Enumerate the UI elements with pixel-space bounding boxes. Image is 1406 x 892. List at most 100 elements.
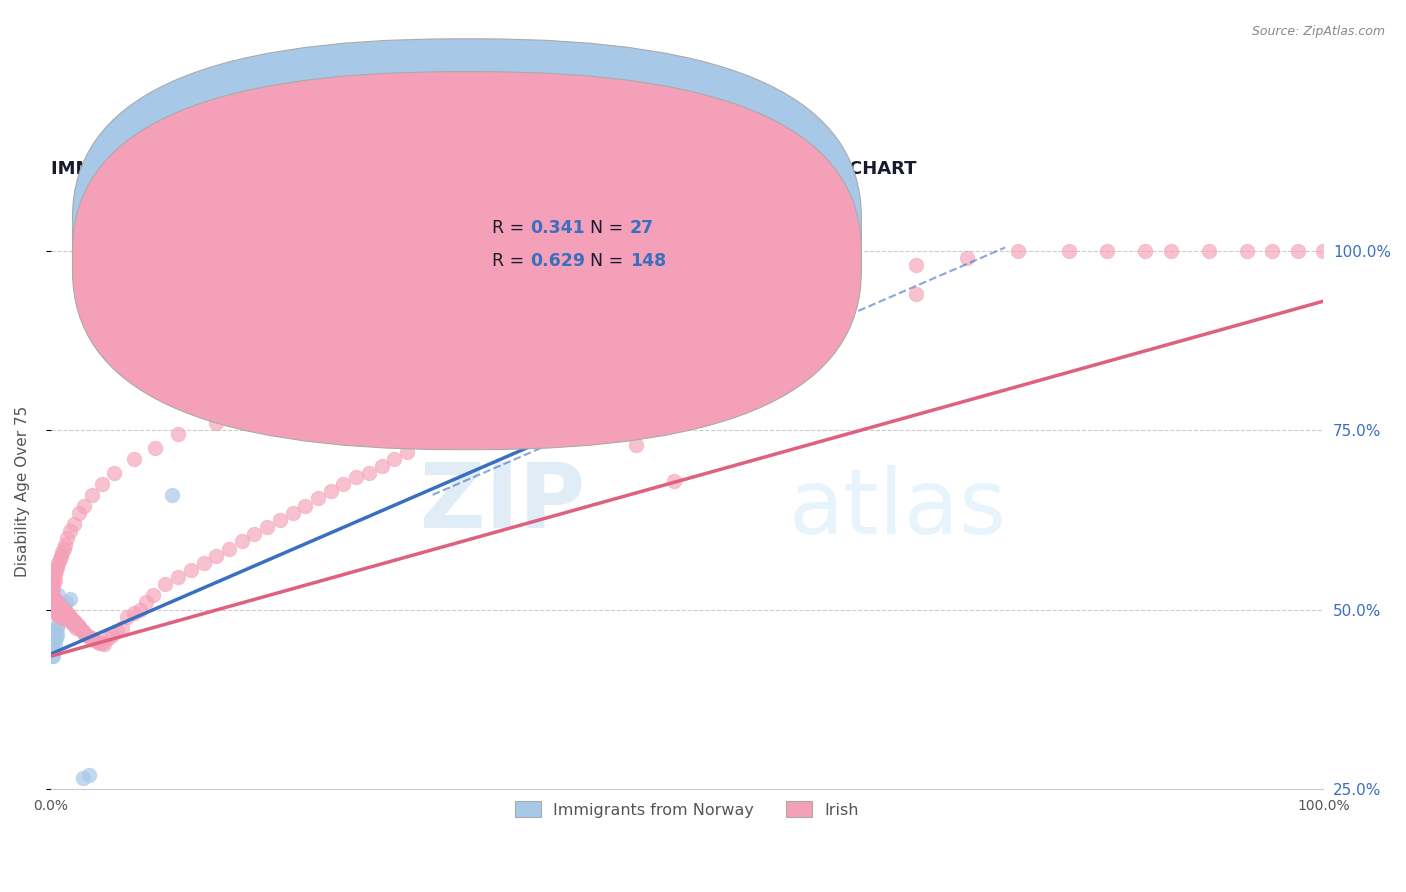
Point [612, 330, 634, 344]
Point [52, 541, 75, 556]
Text: atlas: atlas [789, 465, 1007, 553]
Point [42, 588, 65, 602]
Point [59, 524, 82, 538]
Text: 27: 27 [630, 219, 654, 236]
Point [67, 506, 90, 520]
Point [105, 624, 128, 639]
Point [59, 609, 82, 624]
Point [51, 602, 73, 616]
Point [45, 604, 67, 618]
Point [370, 459, 392, 474]
Point [269, 513, 291, 527]
Point [58, 613, 80, 627]
Point [218, 541, 240, 556]
Point [155, 577, 177, 591]
Point [90, 477, 112, 491]
Point [53, 604, 76, 618]
Text: N =: N = [591, 252, 624, 269]
Point [46, 620, 69, 634]
Point [45, 595, 67, 609]
Point [41, 602, 63, 616]
Point [56, 531, 79, 545]
Point [42, 574, 65, 588]
Point [574, 344, 596, 359]
Point [510, 818, 533, 832]
Point [48, 609, 70, 624]
Point [42, 649, 65, 664]
FancyBboxPatch shape [429, 203, 761, 285]
Point [905, 258, 928, 272]
Point [1286, 244, 1309, 258]
Point [42, 635, 65, 649]
Point [63, 615, 86, 630]
Point [72, 771, 94, 785]
Point [65, 620, 87, 634]
Point [93, 637, 115, 651]
Point [142, 588, 165, 602]
Point [103, 467, 125, 481]
Point [83, 632, 105, 647]
Point [249, 401, 271, 416]
Point [243, 527, 266, 541]
Point [69, 621, 91, 635]
Point [332, 477, 354, 491]
Point [1095, 244, 1118, 258]
Point [49, 549, 72, 563]
Point [205, 549, 228, 563]
Point [59, 591, 82, 606]
Text: Source: ZipAtlas.com: Source: ZipAtlas.com [1251, 25, 1385, 38]
Point [89, 635, 111, 649]
Point [52, 602, 75, 616]
Point [53, 608, 76, 623]
Point [59, 613, 82, 627]
Point [396, 445, 419, 459]
Point [45, 599, 67, 613]
Point [41, 588, 63, 602]
Point [75, 627, 97, 641]
Point [41, 595, 63, 609]
Point [905, 287, 928, 301]
Point [498, 387, 520, 401]
Point [143, 442, 166, 456]
Point [49, 609, 72, 624]
Point [803, 301, 825, 316]
Y-axis label: Disability Age Over 75: Disability Age Over 75 [15, 406, 30, 577]
Point [344, 470, 367, 484]
Point [167, 426, 190, 441]
Point [447, 416, 470, 430]
Text: IMMIGRANTS FROM NORWAY VS IRISH DISABILITY AGE OVER 75 CORRELATION CHART: IMMIGRANTS FROM NORWAY VS IRISH DISABILI… [51, 161, 917, 178]
Point [122, 606, 145, 620]
Point [42, 595, 65, 609]
Point [548, 359, 571, 373]
Point [1007, 244, 1029, 258]
Legend: Immigrants from Norway, Irish: Immigrants from Norway, Irish [508, 793, 868, 825]
Point [46, 559, 69, 574]
Point [46, 628, 69, 642]
Point [45, 632, 67, 646]
Text: ZIP: ZIP [420, 459, 585, 547]
Point [41, 649, 63, 664]
Point [624, 330, 647, 344]
Point [523, 373, 546, 387]
Point [205, 416, 228, 430]
Point [44, 574, 66, 588]
Point [294, 499, 316, 513]
Point [41, 584, 63, 599]
Point [80, 488, 103, 502]
Point [42, 628, 65, 642]
Point [62, 516, 84, 531]
Point [122, 452, 145, 467]
Point [664, 474, 686, 488]
Point [52, 599, 75, 613]
Point [1236, 244, 1258, 258]
Point [75, 628, 97, 642]
Point [41, 642, 63, 657]
Point [53, 538, 76, 552]
Point [48, 602, 70, 616]
Point [1261, 244, 1284, 258]
Point [44, 591, 66, 606]
Point [46, 595, 69, 609]
Point [49, 606, 72, 620]
Point [49, 605, 72, 619]
Point [42, 642, 65, 657]
